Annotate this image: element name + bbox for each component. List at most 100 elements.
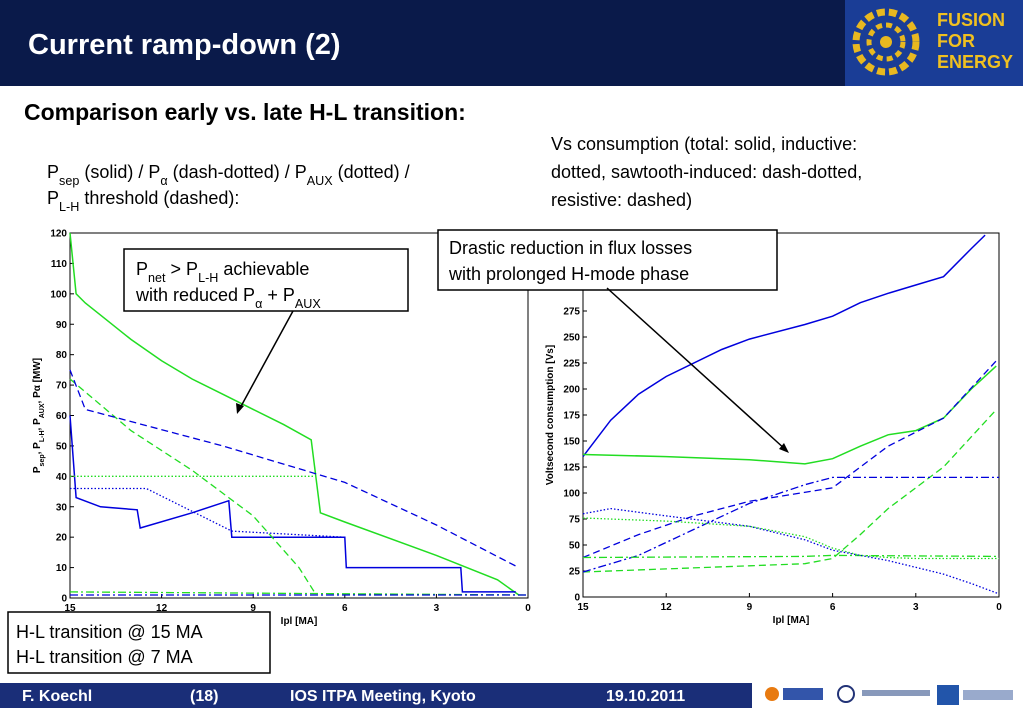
y-tick-label: 110 bbox=[51, 259, 68, 270]
text-part: (dash-dotted) / P bbox=[168, 162, 307, 182]
x-tick-label: 9 bbox=[747, 602, 753, 613]
text-part: net bbox=[148, 271, 166, 285]
logo-band bbox=[845, 0, 1023, 86]
series-line bbox=[582, 554, 1000, 559]
series-line bbox=[582, 365, 997, 465]
x-tick-label: 3 bbox=[913, 602, 919, 613]
left-caption: Psep (solid) / Pα (dash-dotted) / PAUX (… bbox=[47, 162, 410, 188]
series-line bbox=[69, 591, 529, 596]
text-part: P bbox=[32, 466, 43, 473]
x-tick-label: 15 bbox=[577, 602, 589, 613]
y-tick-label: 40 bbox=[56, 472, 68, 483]
series-line bbox=[69, 378, 315, 593]
y-tick-label: 150 bbox=[563, 437, 580, 448]
text-part: α bbox=[160, 174, 167, 188]
y-tick-label: 10 bbox=[56, 563, 68, 574]
series-line bbox=[70, 487, 345, 538]
text-part: sep bbox=[39, 454, 46, 466]
x-axis-label: Ipl [MA] bbox=[281, 616, 318, 627]
y-tick-label: 25 bbox=[569, 567, 581, 578]
y-tick-label: 225 bbox=[563, 359, 580, 370]
text-part: P bbox=[136, 259, 148, 279]
left-caption: PL-H threshold (dashed): bbox=[47, 188, 239, 214]
text-part: threshold (dashed): bbox=[79, 188, 239, 208]
logo-text: FUSION FOR ENERGY bbox=[937, 10, 1013, 72]
y-tick-label: 50 bbox=[56, 441, 68, 452]
y-tick-label: 100 bbox=[50, 289, 67, 300]
legend-entry: H-L transition @ 15 MA bbox=[16, 622, 203, 642]
series-line bbox=[69, 415, 516, 593]
text-part: P bbox=[47, 162, 59, 182]
captions: Psep (solid) / Pα (dash-dotted) / PAUX (… bbox=[47, 134, 862, 214]
y-tick-label: 30 bbox=[56, 502, 68, 513]
logo-line: FOR bbox=[937, 31, 975, 51]
text-part: L-H bbox=[39, 430, 46, 442]
logo-mark bbox=[852, 8, 920, 76]
right-caption: Vs consumption (total: solid, inductive: bbox=[551, 134, 857, 154]
y-tick-label: 70 bbox=[56, 381, 68, 392]
header-band bbox=[0, 0, 845, 86]
x-axis-label: Ipl [MA] bbox=[773, 615, 810, 626]
y-tick-label: 50 bbox=[569, 541, 581, 552]
footer: F. Koechl (18) IOS ITPA Meeting, Kyoto 19.1… bbox=[22, 688, 685, 705]
text-part: AUX bbox=[39, 403, 46, 418]
footer-text: F. Koechl bbox=[22, 688, 92, 705]
text-part: with prolonged H-mode phase bbox=[448, 264, 689, 284]
footer-band bbox=[0, 683, 752, 708]
logo-line: FUSION bbox=[937, 10, 1005, 30]
text-part: AUX bbox=[307, 174, 333, 188]
x-tick-label: 9 bbox=[250, 603, 256, 614]
y-tick-label: 80 bbox=[56, 350, 68, 361]
arrow-head bbox=[779, 443, 789, 453]
annotation-text: Pnet > PL-H achievable bbox=[136, 259, 309, 285]
series-line bbox=[582, 507, 1000, 595]
footer-text: (18) bbox=[190, 688, 218, 705]
logo-line: ENERGY bbox=[937, 52, 1013, 72]
legend-entry: H-L transition @ 7 MA bbox=[16, 647, 193, 667]
series-line bbox=[582, 476, 999, 573]
text-part: L-H bbox=[59, 200, 79, 214]
annotation-text: Drastic reduction in flux losses bbox=[449, 238, 692, 258]
text-part: Voltsecond consumption [Vs] bbox=[545, 345, 556, 485]
x-tick-label: 12 bbox=[661, 602, 673, 613]
right-caption: resistive: dashed) bbox=[551, 190, 692, 210]
footer-logos bbox=[765, 685, 1013, 705]
arrow-head bbox=[236, 403, 244, 414]
subtitle: Comparison early vs. late H-L transition… bbox=[24, 99, 466, 125]
text-part: , P bbox=[32, 418, 43, 431]
x-tick-label: 0 bbox=[525, 603, 531, 614]
annotation-text: with prolonged H-mode phase bbox=[448, 264, 689, 284]
series-line bbox=[69, 369, 520, 569]
y-tick-label: 100 bbox=[563, 489, 580, 500]
y-tick-label: 90 bbox=[56, 320, 68, 331]
y-tick-label: 275 bbox=[563, 307, 580, 318]
text-part: α bbox=[255, 297, 262, 311]
x-tick-label: 12 bbox=[156, 603, 168, 614]
y-axis-label: Voltsecond consumption [Vs] bbox=[545, 345, 556, 485]
annotation-box bbox=[123, 248, 409, 312]
arrow bbox=[238, 310, 294, 411]
text-part: with reduced P bbox=[135, 285, 255, 305]
series-line bbox=[69, 232, 520, 596]
text-part: L-H bbox=[198, 271, 218, 285]
text-part: + P bbox=[262, 285, 295, 305]
y-tick-label: 0 bbox=[574, 593, 580, 604]
annotation-text: with reduced Pα + PAUX bbox=[135, 285, 321, 311]
text-part: > P bbox=[166, 259, 199, 279]
footer-text: 19.10.2011 bbox=[606, 688, 685, 705]
y-tick-label: 250 bbox=[563, 333, 580, 344]
x-tick-label: 6 bbox=[830, 602, 836, 613]
series-line bbox=[582, 234, 986, 458]
annotation-box bbox=[437, 229, 778, 291]
text-part: Drastic reduction in flux losses bbox=[449, 238, 692, 258]
legend-box bbox=[7, 611, 271, 674]
footer-text: IOS ITPA Meeting, Kyoto bbox=[290, 688, 476, 705]
y-tick-label: 120 bbox=[50, 229, 67, 240]
x-tick-label: 3 bbox=[434, 603, 440, 614]
series-line bbox=[582, 517, 999, 560]
x-tick-label: 0 bbox=[996, 602, 1002, 613]
y-axis-label: Psep, PL-H, PAUX, Pα [MW] bbox=[32, 358, 46, 473]
text-part: achievable bbox=[218, 259, 309, 279]
y-tick-label: 60 bbox=[56, 411, 68, 422]
